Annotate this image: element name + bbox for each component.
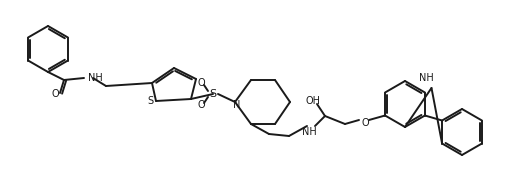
Text: O: O [197, 100, 205, 110]
Text: S: S [210, 89, 217, 99]
Text: NH: NH [301, 127, 316, 137]
Text: OH: OH [306, 96, 320, 106]
Text: NH: NH [88, 73, 103, 83]
Text: NH: NH [419, 73, 434, 83]
Text: S: S [147, 96, 153, 106]
Text: O: O [197, 78, 205, 88]
Text: O: O [361, 118, 369, 128]
Text: O: O [51, 89, 59, 99]
Text: N: N [234, 100, 241, 110]
